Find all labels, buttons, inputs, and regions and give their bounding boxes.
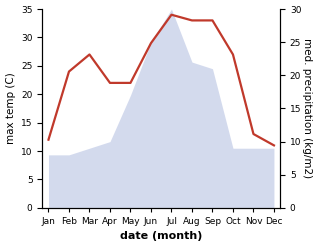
Y-axis label: med. precipitation (kg/m2): med. precipitation (kg/m2) [302, 38, 313, 179]
Y-axis label: max temp (C): max temp (C) [5, 73, 16, 144]
X-axis label: date (month): date (month) [120, 231, 203, 242]
